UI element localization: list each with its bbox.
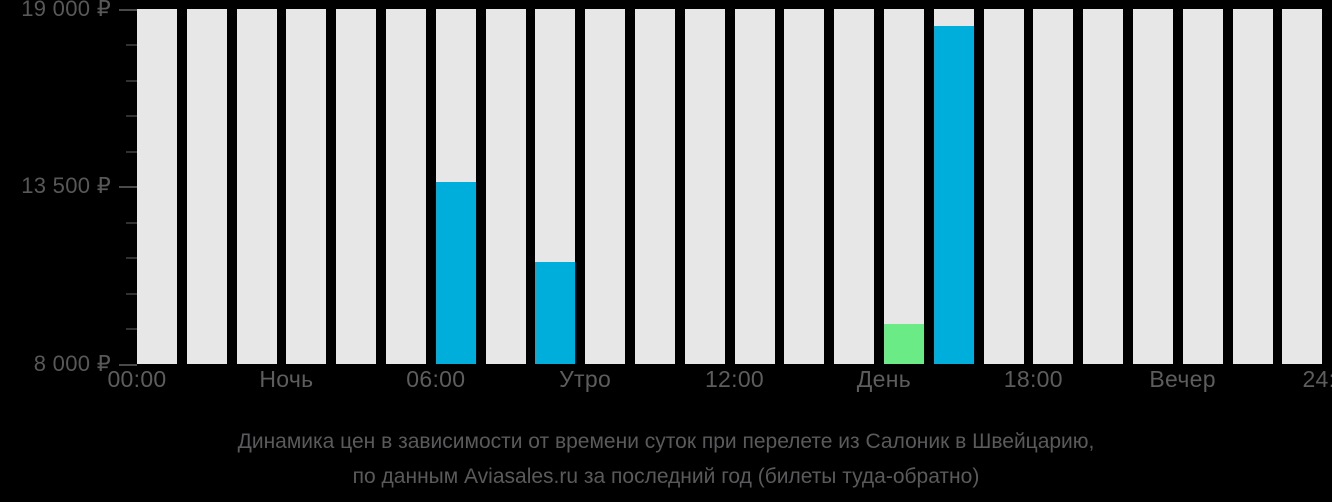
x-axis-time-label: 00:00 xyxy=(107,366,167,392)
bar-track xyxy=(385,9,426,364)
bar-column[interactable] xyxy=(435,9,476,364)
caption-subtitle-line: по данным Aviasales.ru за последний год … xyxy=(352,465,980,488)
x-axis-period-label: День xyxy=(856,366,912,392)
y-tick-label: 19 000 ₽ xyxy=(21,0,111,21)
bar-column[interactable] xyxy=(1282,9,1323,364)
y-tick-minor-mark-icon xyxy=(126,151,137,153)
bar-column[interactable] xyxy=(1182,9,1223,364)
bar-track xyxy=(684,9,725,364)
bar-column[interactable] xyxy=(734,9,775,364)
bar-column[interactable] xyxy=(684,9,725,364)
y-tick-label: 13 500 ₽ xyxy=(21,172,111,198)
bar-column[interactable] xyxy=(1132,9,1173,364)
bar-track xyxy=(485,9,526,364)
y-tick-minor-mark-icon xyxy=(126,293,137,295)
price-bar[interactable] xyxy=(535,261,576,364)
bar-track xyxy=(834,9,875,364)
y-tick-19000: 19 000 ₽ xyxy=(21,0,137,19)
x-axis-time-label: 06:00 xyxy=(406,366,466,392)
bar-track xyxy=(634,9,675,364)
bar-column[interactable] xyxy=(933,9,974,364)
bar-column[interactable] xyxy=(286,9,327,364)
x-axis-time-label: 12:00 xyxy=(704,366,765,392)
bar-column[interactable] xyxy=(336,9,377,364)
bar-column[interactable] xyxy=(634,9,675,364)
bar-track xyxy=(1033,9,1074,364)
price-bar[interactable] xyxy=(435,181,476,364)
bar-column[interactable] xyxy=(485,9,526,364)
bar-column[interactable] xyxy=(585,9,626,364)
price-bar[interactable] xyxy=(933,26,974,364)
y-axis: 19 000 ₽ 13 500 ₽ 8 000 ₽ xyxy=(0,0,137,502)
y-tick-mark-icon xyxy=(119,8,137,11)
price-bar[interactable] xyxy=(883,324,924,364)
bar-column[interactable] xyxy=(834,9,875,364)
bar-column[interactable] xyxy=(186,9,227,364)
bar-column[interactable] xyxy=(1083,9,1124,364)
bar-track xyxy=(1282,9,1323,364)
y-tick-minor-mark-icon xyxy=(126,80,137,82)
y-tick-minor-mark-icon xyxy=(126,222,137,224)
bar-column[interactable] xyxy=(1232,9,1273,364)
bar-column[interactable] xyxy=(983,9,1024,364)
y-tick-minor-mark-icon xyxy=(126,257,137,259)
bar-column[interactable] xyxy=(883,9,924,364)
bar-track xyxy=(336,9,377,364)
bar-column[interactable] xyxy=(385,9,426,364)
bar-column[interactable] xyxy=(535,9,576,364)
x-axis: 00:00 Ночь 06:00 Утро 12:00 День 18:00 Вечер 24:… xyxy=(0,366,1332,412)
y-tick-minor-mark-icon xyxy=(126,115,137,117)
x-axis-period-label: Утро xyxy=(559,366,612,392)
bar-track xyxy=(137,9,177,364)
bar-track xyxy=(1232,9,1273,364)
bar-track xyxy=(1182,9,1223,364)
bar-track xyxy=(286,9,327,364)
bar-track xyxy=(1132,9,1173,364)
bar-column[interactable] xyxy=(137,9,177,364)
bar-track xyxy=(784,9,825,364)
y-tick-minor-mark-icon xyxy=(126,44,137,46)
y-tick-minor-mark-icon xyxy=(126,328,137,330)
bar-track xyxy=(236,9,277,364)
bar-track xyxy=(883,9,924,364)
y-tick-mark-icon xyxy=(119,185,137,188)
caption-title-line: Динамика цен в зависимости от времени су… xyxy=(237,430,1095,453)
x-axis-time-label: 18:00 xyxy=(1003,366,1063,392)
bar-track xyxy=(186,9,227,364)
y-tick-13500: 13 500 ₽ xyxy=(21,174,137,196)
chart-caption: Динамика цен в зависимости от времени су… xyxy=(0,424,1332,494)
bar-track xyxy=(734,9,775,364)
bar-column[interactable] xyxy=(236,9,277,364)
bar-track xyxy=(585,9,626,364)
bar-track xyxy=(983,9,1024,364)
y-tick-label: 8 000 ₽ xyxy=(33,350,111,376)
bar-track xyxy=(1083,9,1124,364)
x-axis-period-label: Вечер xyxy=(1149,366,1216,392)
y-tick-mark-icon xyxy=(119,363,137,366)
bar-column[interactable] xyxy=(784,9,825,364)
plot-area xyxy=(137,9,1332,364)
x-axis-time-label: 24:00 xyxy=(1302,366,1332,392)
y-tick-8000: 8 000 ₽ xyxy=(34,352,137,374)
x-axis-period-label: Ночь xyxy=(259,366,314,392)
bar-column[interactable] xyxy=(1033,9,1074,364)
